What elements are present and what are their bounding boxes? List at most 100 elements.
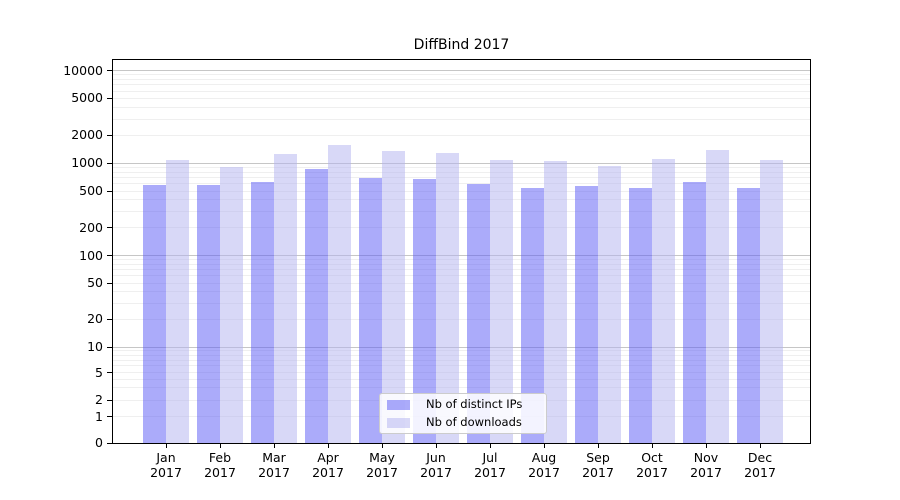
x-tick: [220, 443, 221, 448]
legend-label-distinct-ips: Nb of distinct IPs: [426, 397, 523, 411]
x-tick-label: Jan 2017: [150, 450, 182, 480]
y-tick-label: 1: [95, 408, 103, 424]
x-tick-label: Nov 2017: [690, 450, 722, 480]
gridline: [113, 282, 810, 284]
x-tick-label: Jul 2017: [474, 450, 506, 480]
gridline: [113, 74, 810, 76]
gridline: [113, 106, 810, 108]
x-tick-label: Dec 2017: [744, 450, 776, 480]
x-tick: [652, 443, 653, 448]
gridline: [113, 365, 810, 367]
gridline: [113, 378, 810, 380]
gridline: [113, 171, 810, 173]
y-tick: [107, 372, 112, 373]
x-tick: [382, 443, 383, 448]
y-tick: [107, 97, 112, 99]
y-tick: [107, 162, 112, 164]
x-tick: [544, 443, 545, 448]
bar-downloads: [544, 160, 567, 443]
gridline: [113, 227, 810, 229]
bar-downloads: [706, 149, 729, 443]
gridline: [113, 162, 810, 164]
bar-distinct-ips: [143, 185, 166, 443]
gridline: [113, 346, 810, 348]
gridline: [113, 70, 810, 71]
bar-distinct-ips: [629, 187, 652, 443]
bar-downloads: [652, 158, 675, 443]
bar-distinct-ips: [467, 184, 490, 443]
gridline: [113, 291, 810, 293]
x-tick-label: Mar 2017: [258, 450, 290, 480]
x-tick: [706, 443, 707, 448]
legend: Nb of distinct IPs Nb of downloads: [379, 393, 547, 434]
bar-distinct-ips: [683, 181, 706, 443]
gridline: [113, 199, 810, 201]
gridline: [113, 84, 810, 86]
x-tick-label: Apr 2017: [312, 450, 344, 480]
y-tick-label: 10: [87, 339, 103, 354]
bar-downloads: [598, 166, 621, 443]
legend-entry-downloads: Nb of downloads: [387, 415, 539, 430]
bar-downloads: [220, 166, 243, 443]
y-tick: [107, 190, 112, 192]
bar-distinct-ips: [413, 179, 436, 443]
x-tick: [598, 443, 599, 448]
x-tick: [436, 443, 437, 448]
y-tick: [107, 318, 112, 320]
bar-distinct-ips: [575, 186, 598, 443]
x-tick: [166, 443, 167, 448]
gridline: [113, 183, 810, 185]
y-tick-label: 2: [95, 392, 103, 407]
y-tick-label: 50: [87, 275, 103, 291]
legend-swatch-distinct-ips: [387, 399, 410, 410]
legend-label-downloads: Nb of downloads: [426, 415, 522, 429]
bar-downloads: [274, 154, 297, 443]
gridline: [113, 118, 810, 120]
bar-downloads: [490, 160, 513, 443]
bar-distinct-ips: [197, 185, 220, 443]
gridline: [113, 90, 810, 92]
gridline: [113, 350, 810, 352]
gridline: [113, 354, 810, 356]
y-tick-label: 5000: [71, 90, 103, 106]
y-tick-label: 20: [87, 311, 103, 327]
gridline: [113, 302, 810, 304]
gridline: [113, 259, 810, 261]
bar-downloads: [382, 150, 405, 443]
bar-downloads: [166, 159, 189, 443]
y-tick-label: 10000: [63, 62, 103, 78]
gridline: [113, 190, 810, 192]
y-tick-label: 1000: [71, 155, 103, 171]
chart-title: DiffBind 2017: [413, 37, 510, 53]
bar-downloads: [436, 152, 459, 443]
y-tick: [107, 134, 112, 136]
bar-downloads: [760, 159, 783, 443]
legend-swatch-downloads: [387, 417, 410, 428]
x-tick-label: May 2017: [366, 450, 398, 480]
gridline: [113, 263, 810, 265]
y-tick: [107, 442, 112, 444]
gridline: [113, 359, 810, 361]
y-tick-label: 5: [95, 364, 103, 380]
y-tick-label: 500: [79, 183, 103, 199]
y-tick: [107, 255, 112, 256]
gridline: [113, 275, 810, 277]
gridline: [113, 78, 810, 80]
gridline: [113, 134, 810, 136]
x-tick: [490, 443, 491, 448]
x-tick-label: Aug 2017: [528, 450, 560, 480]
x-tick-label: Sep 2017: [582, 450, 614, 480]
y-tick: [107, 282, 112, 284]
gridline: [113, 387, 810, 389]
bar-distinct-ips: [251, 181, 274, 443]
y-tick: [107, 399, 112, 401]
x-tick-label: Oct 2017: [636, 450, 668, 480]
gridline: [113, 372, 810, 373]
x-tick-label: Feb 2017: [204, 450, 236, 480]
legend-entry-distinct-ips: Nb of distinct IPs: [387, 397, 539, 412]
gridline: [113, 255, 810, 256]
x-tick: [328, 443, 329, 448]
x-tick: [274, 443, 275, 448]
gridline: [113, 167, 810, 169]
